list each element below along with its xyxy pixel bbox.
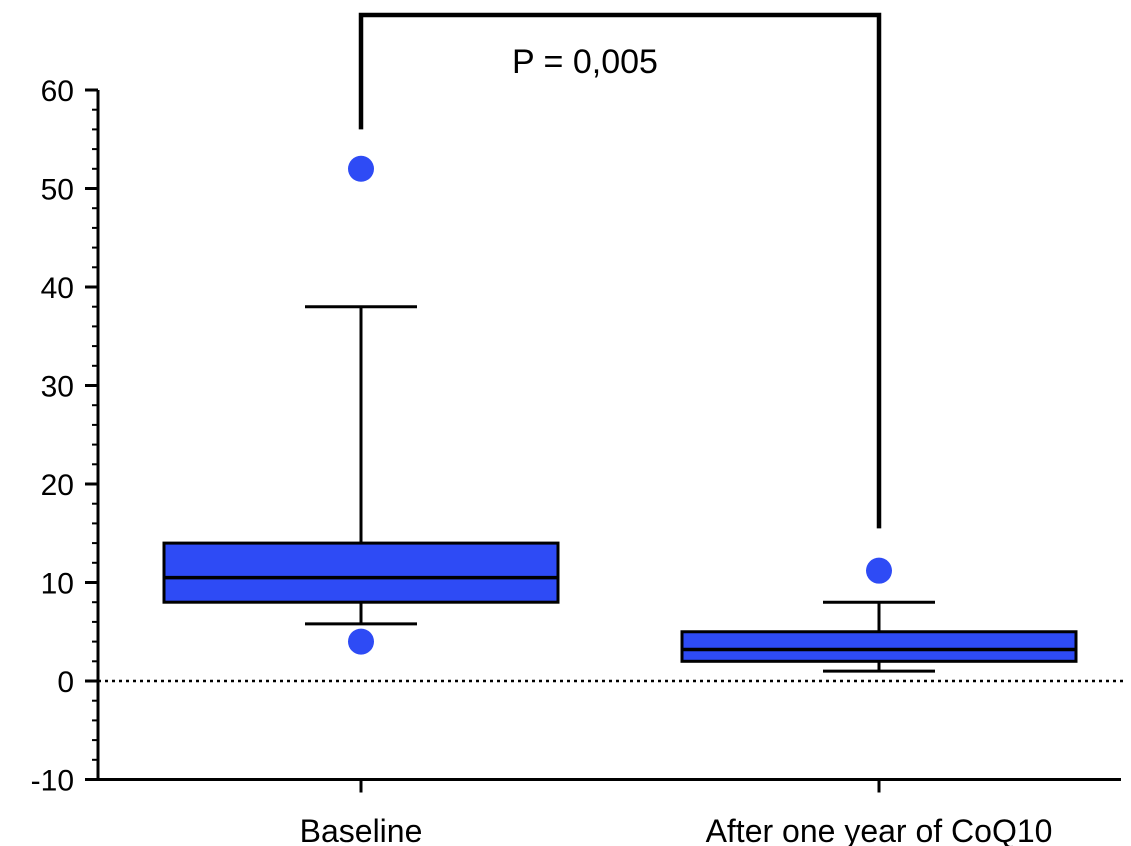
axes: -10 0 10 20 30 40 50 60 Baseline After one year o… [31, 75, 1127, 846]
significance-annotation: P = 0,005 [358, 12, 882, 529]
y-tick-label: 20 [41, 469, 74, 502]
y-tick-label: 40 [41, 272, 74, 305]
outlier-point [348, 155, 374, 182]
y-tick-label: 60 [41, 75, 74, 108]
outlier-point [866, 557, 892, 584]
y-tick-label: 50 [41, 174, 74, 207]
y-tick-label: 10 [41, 568, 74, 601]
y-tick-label: 30 [41, 371, 74, 404]
x-category-label: After one year of CoQ10 [706, 813, 1053, 846]
x-category-label: Baseline [300, 813, 423, 846]
outlier-point [348, 628, 374, 655]
y-tick-label: -10 [31, 765, 74, 798]
iqr-box [162, 541, 560, 604]
iqr-box [680, 630, 1078, 663]
boxes [162, 155, 1078, 673]
box-group [162, 155, 560, 655]
significance-bracket [358, 12, 882, 529]
p-value-label: P = 0,005 [512, 43, 658, 81]
box-group [680, 557, 1078, 673]
y-tick-label: 0 [57, 666, 74, 699]
